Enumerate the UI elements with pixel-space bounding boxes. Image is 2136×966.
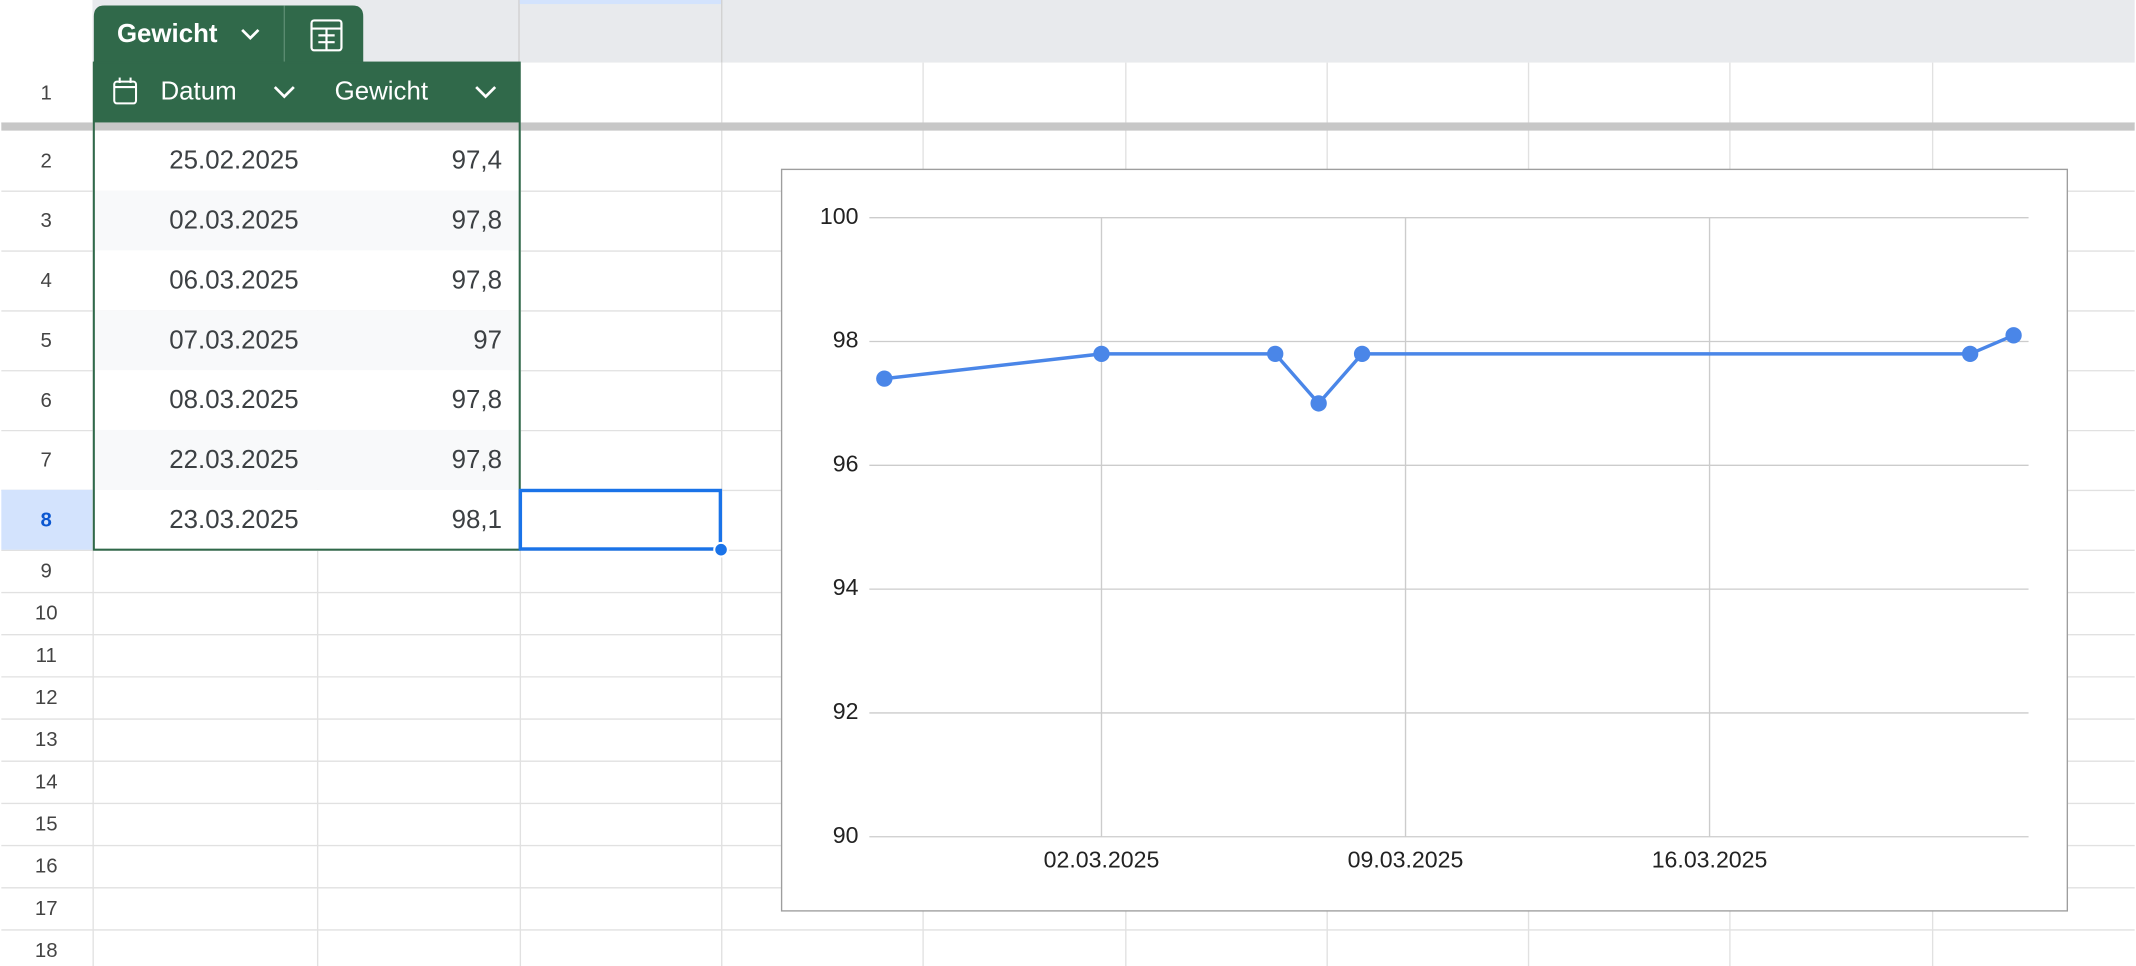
chevron[interactable]	[273, 86, 295, 99]
row-number: 9	[41, 561, 52, 583]
selected-row-header	[1, 489, 93, 550]
row-number: 5	[41, 330, 52, 352]
cell: 97,8	[452, 386, 502, 414]
y-tick-label: 96	[833, 450, 859, 476]
freeze-bar	[1, 122, 2135, 131]
data-point	[1267, 345, 1284, 363]
chevron[interactable]	[241, 28, 260, 41]
table-border	[92, 61, 521, 551]
table-row	[93, 429, 520, 490]
table-tab[interactable]	[93, 5, 364, 63]
chart: 90 92 94 96 98 100 02.03.2025 09.03.2025 16.03.2…	[820, 203, 2029, 872]
x-tick-label: 09.03.2025	[1348, 846, 1464, 872]
row-number: 15	[35, 814, 58, 836]
x-tick-label: 16.03.2025	[1652, 846, 1768, 872]
cell: 97,4	[452, 147, 502, 175]
row-number: 12	[35, 687, 58, 709]
y-tick-label: 98	[833, 327, 859, 353]
calendar-icon	[113, 77, 138, 105]
table: Gewicht Datum Gewicht 25.02.2025 97,4 02.0…	[92, 5, 521, 551]
table-row	[93, 190, 520, 251]
chart-box[interactable]	[780, 168, 2069, 912]
data-point	[2005, 327, 2022, 344]
row-number: 1	[41, 82, 52, 104]
y-tick-label: 94	[833, 574, 859, 600]
cell: 97,8	[452, 207, 502, 235]
selected-cell[interactable]	[518, 488, 723, 551]
cell: 25.02.2025	[169, 147, 298, 175]
table-header	[93, 62, 520, 123]
cell: 97	[473, 326, 502, 354]
y-tick-label: 92	[833, 698, 859, 724]
row-number: 17	[35, 898, 58, 920]
table-row	[93, 250, 520, 311]
row-number: 11	[36, 645, 57, 667]
data-point	[876, 370, 893, 387]
cell: 98,1	[452, 506, 502, 534]
row-number: 8	[41, 509, 52, 531]
cell: 23.03.2025	[169, 506, 298, 534]
cell: 02.03.2025	[169, 207, 298, 235]
data-point	[1093, 345, 1110, 363]
chevron[interactable]	[475, 86, 497, 99]
row-number: 7	[41, 450, 52, 472]
row-number: 6	[41, 390, 52, 412]
row-number: 14	[35, 771, 58, 793]
y-tick-label: 100	[820, 203, 859, 229]
y-tick-label: 90	[833, 822, 859, 848]
row-number: 2	[41, 150, 52, 172]
table-row	[93, 310, 520, 371]
table-row	[93, 370, 520, 430]
row-number: 13	[35, 729, 58, 751]
table-row	[93, 489, 520, 550]
selected-column-header	[519, 0, 722, 5]
cell: 22.03.2025	[169, 446, 298, 474]
cell: 06.03.2025	[169, 266, 298, 294]
cell: 07.03.2025	[169, 326, 298, 354]
fill-handle[interactable]	[713, 541, 729, 558]
cell: 08.03.2025	[169, 386, 298, 414]
data-point	[1353, 345, 1371, 363]
table-name: Gewicht	[117, 20, 218, 48]
row-number: 10	[35, 603, 58, 625]
column-header[interactable]: Datum	[161, 77, 237, 105]
cell: 97,8	[452, 266, 502, 294]
x-tick-label: 02.03.2025	[1044, 846, 1160, 872]
cell: 97,8	[452, 446, 502, 474]
table-icon[interactable]	[310, 19, 343, 52]
row-number: 4	[41, 270, 52, 292]
row-number: 18	[35, 940, 58, 962]
row-number: 3	[41, 210, 52, 232]
row-number: 16	[35, 856, 58, 878]
column-header[interactable]: Gewicht	[335, 77, 428, 105]
table-row	[93, 130, 520, 191]
header-bar	[92, 0, 2135, 63]
data-point	[1310, 395, 1327, 412]
data-point	[1961, 345, 1979, 363]
